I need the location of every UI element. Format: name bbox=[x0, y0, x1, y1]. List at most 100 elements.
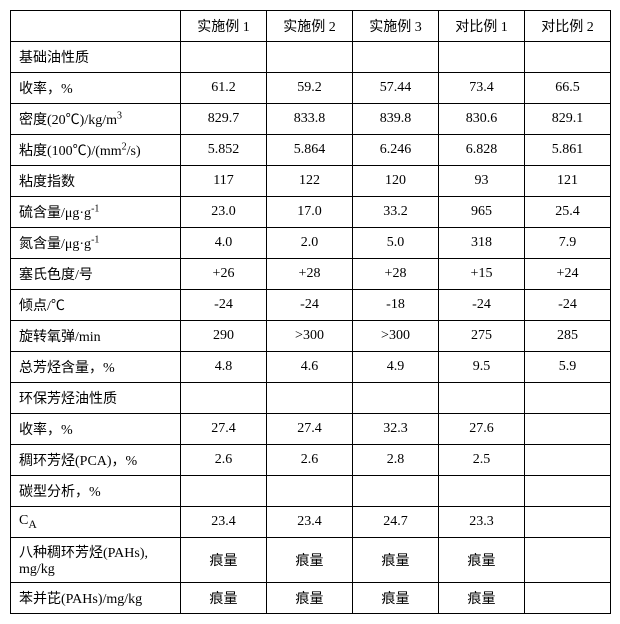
table-row: 倾点/℃-24-24-18-24-24 bbox=[11, 290, 611, 321]
col-header-5: 对比例 2 bbox=[525, 11, 611, 42]
data-cell: 痕量 bbox=[439, 538, 525, 583]
table-row: 粘度(100℃)/(mm2/s)5.8525.8646.2466.8285.86… bbox=[11, 135, 611, 166]
table-row: 密度(20℃)/kg/m3829.7833.8839.8830.6829.1 bbox=[11, 104, 611, 135]
data-cell: 829.1 bbox=[525, 104, 611, 135]
data-cell: 痕量 bbox=[439, 583, 525, 614]
data-cell bbox=[525, 414, 611, 445]
table-row: 收率，%27.427.432.327.6 bbox=[11, 414, 611, 445]
data-cell bbox=[525, 507, 611, 538]
table-row: 基础油性质 bbox=[11, 42, 611, 73]
empty-cell bbox=[439, 476, 525, 507]
data-cell: 93 bbox=[439, 166, 525, 197]
data-cell: 66.5 bbox=[525, 73, 611, 104]
data-cell: 痕量 bbox=[181, 538, 267, 583]
data-cell: 27.6 bbox=[439, 414, 525, 445]
data-cell: 121 bbox=[525, 166, 611, 197]
section-label: 环保芳烃油性质 bbox=[11, 383, 181, 414]
data-cell bbox=[525, 445, 611, 476]
data-cell: +28 bbox=[353, 259, 439, 290]
table-row: 收率，%61.259.257.4473.466.5 bbox=[11, 73, 611, 104]
data-cell: 9.5 bbox=[439, 352, 525, 383]
row-label: 总芳烃含量，% bbox=[11, 352, 181, 383]
table-row: 稠环芳烃(PCA)，%2.62.62.82.5 bbox=[11, 445, 611, 476]
empty-cell bbox=[353, 42, 439, 73]
data-cell: 5.861 bbox=[525, 135, 611, 166]
data-cell: 27.4 bbox=[267, 414, 353, 445]
data-cell: 25.4 bbox=[525, 197, 611, 228]
data-cell: 32.3 bbox=[353, 414, 439, 445]
col-header-4: 对比例 1 bbox=[439, 11, 525, 42]
data-cell: 73.4 bbox=[439, 73, 525, 104]
empty-cell bbox=[181, 383, 267, 414]
data-cell: 6.246 bbox=[353, 135, 439, 166]
data-cell: 120 bbox=[353, 166, 439, 197]
empty-cell bbox=[181, 476, 267, 507]
row-label: 粘度指数 bbox=[11, 166, 181, 197]
data-cell: -24 bbox=[267, 290, 353, 321]
table-row: 旋转氧弹/min290>300>300275285 bbox=[11, 321, 611, 352]
data-cell: 117 bbox=[181, 166, 267, 197]
data-cell: -24 bbox=[525, 290, 611, 321]
data-cell: 59.2 bbox=[267, 73, 353, 104]
data-cell: 2.6 bbox=[181, 445, 267, 476]
data-cell bbox=[525, 538, 611, 583]
data-cell: 23.0 bbox=[181, 197, 267, 228]
table-row: 硫含量/μg·g-123.017.033.296525.4 bbox=[11, 197, 611, 228]
data-cell: 23.3 bbox=[439, 507, 525, 538]
row-label: 收率，% bbox=[11, 73, 181, 104]
empty-cell bbox=[525, 383, 611, 414]
data-cell: 33.2 bbox=[353, 197, 439, 228]
section-label: 基础油性质 bbox=[11, 42, 181, 73]
table-row: 粘度指数11712212093121 bbox=[11, 166, 611, 197]
data-cell: 27.4 bbox=[181, 414, 267, 445]
data-cell: 965 bbox=[439, 197, 525, 228]
data-cell: 5.864 bbox=[267, 135, 353, 166]
data-cell: 23.4 bbox=[267, 507, 353, 538]
data-cell: 275 bbox=[439, 321, 525, 352]
data-cell: +15 bbox=[439, 259, 525, 290]
table-row: 氮含量/μg·g-14.02.05.03187.9 bbox=[11, 228, 611, 259]
data-cell: -24 bbox=[439, 290, 525, 321]
empty-cell bbox=[439, 383, 525, 414]
data-cell: 6.828 bbox=[439, 135, 525, 166]
data-cell: 痕量 bbox=[353, 583, 439, 614]
data-cell: 318 bbox=[439, 228, 525, 259]
table-row: 碳型分析，% bbox=[11, 476, 611, 507]
data-cell: 痕量 bbox=[181, 583, 267, 614]
data-cell: 24.7 bbox=[353, 507, 439, 538]
data-cell: 830.6 bbox=[439, 104, 525, 135]
row-label: 氮含量/μg·g-1 bbox=[11, 228, 181, 259]
empty-cell bbox=[353, 383, 439, 414]
data-cell: 5.0 bbox=[353, 228, 439, 259]
table-row: 总芳烃含量，%4.84.64.99.55.9 bbox=[11, 352, 611, 383]
table-row: 苯并芘(PAHs)/mg/kg痕量痕量痕量痕量 bbox=[11, 583, 611, 614]
data-cell: 5.852 bbox=[181, 135, 267, 166]
data-cell: 17.0 bbox=[267, 197, 353, 228]
empty-cell bbox=[267, 476, 353, 507]
data-cell: 833.8 bbox=[267, 104, 353, 135]
data-cell: 23.4 bbox=[181, 507, 267, 538]
empty-cell bbox=[525, 476, 611, 507]
data-cell: 4.8 bbox=[181, 352, 267, 383]
col-header-2: 实施例 2 bbox=[267, 11, 353, 42]
row-label: 旋转氧弹/min bbox=[11, 321, 181, 352]
row-label: 粘度(100℃)/(mm2/s) bbox=[11, 135, 181, 166]
data-cell: 839.8 bbox=[353, 104, 439, 135]
empty-cell bbox=[181, 42, 267, 73]
table-row: 塞氏色度/号+26+28+28+15+24 bbox=[11, 259, 611, 290]
row-label: 硫含量/μg·g-1 bbox=[11, 197, 181, 228]
data-cell: 285 bbox=[525, 321, 611, 352]
data-cell: 痕量 bbox=[267, 583, 353, 614]
data-cell: >300 bbox=[267, 321, 353, 352]
row-label: 倾点/℃ bbox=[11, 290, 181, 321]
empty-cell bbox=[267, 383, 353, 414]
data-cell: 61.2 bbox=[181, 73, 267, 104]
data-cell: 4.0 bbox=[181, 228, 267, 259]
empty-cell bbox=[267, 42, 353, 73]
empty-cell bbox=[353, 476, 439, 507]
empty-cell bbox=[439, 42, 525, 73]
data-cell: 痕量 bbox=[353, 538, 439, 583]
table-body: 基础油性质收率，%61.259.257.4473.466.5密度(20℃)/kg… bbox=[11, 42, 611, 614]
data-cell: 2.5 bbox=[439, 445, 525, 476]
data-cell: -24 bbox=[181, 290, 267, 321]
